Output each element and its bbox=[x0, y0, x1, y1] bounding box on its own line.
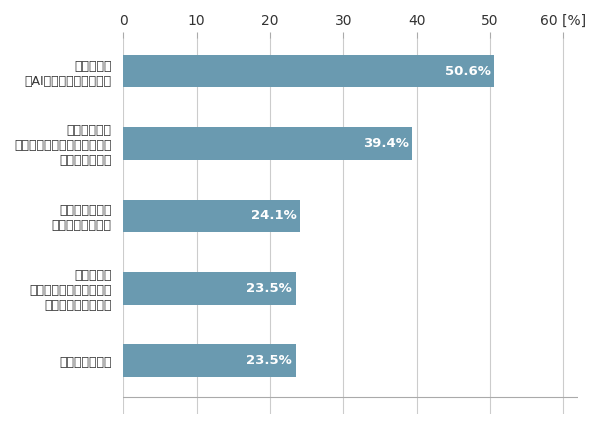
Bar bbox=[123, 272, 296, 305]
Text: 39.4%: 39.4% bbox=[363, 137, 409, 150]
Bar bbox=[123, 55, 494, 87]
Text: 50.6%: 50.6% bbox=[445, 65, 491, 77]
Bar bbox=[123, 345, 296, 377]
Text: 23.5%: 23.5% bbox=[246, 354, 292, 367]
Bar bbox=[123, 127, 412, 160]
Text: 24.1%: 24.1% bbox=[251, 209, 296, 223]
Bar bbox=[123, 199, 300, 232]
Text: 23.5%: 23.5% bbox=[246, 282, 292, 295]
